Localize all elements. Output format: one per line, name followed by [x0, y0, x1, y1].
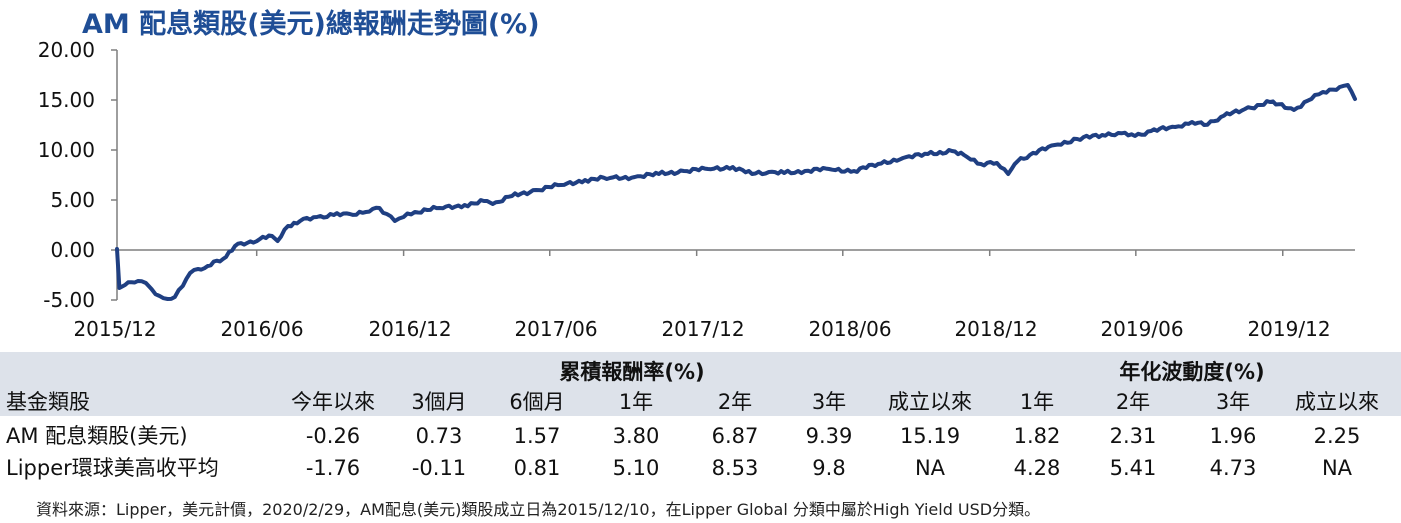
y-tick-label: 20.00	[38, 38, 95, 62]
line-chart: 20.00 15.00 10.00 5.00 0.00 -5.00 2015/12 2016…	[38, 38, 1357, 341]
chart-title: AM 配息類股(美元)總報酬走勢圖(%)	[82, 9, 540, 40]
table-cell: 3.80	[612, 424, 660, 448]
table-header-row: 基金類股 今年以來 3個月 6個月 1年 2年 3年 成立以來 1年 2年 3年 成立以來	[0, 386, 1401, 418]
table-cell: 0.81	[513, 456, 561, 480]
table-header-band	[0, 352, 1401, 416]
x-tick-label: 2016/06	[220, 317, 303, 341]
x-tick-label: 2017/06	[514, 317, 597, 341]
table-cell: 3個月	[411, 390, 467, 414]
table-cell: 6個月	[509, 390, 565, 414]
table-cell: 1年	[1019, 390, 1055, 414]
footnote: 資料來源：Lipper，美元計價，2020/2/29，AM配息(美元)類股成立日…	[36, 500, 1041, 519]
table-cell: 1年	[618, 390, 654, 414]
table-cell: 1.57	[513, 424, 561, 448]
series-layer	[115, 83, 1357, 301]
table-cell: NA	[914, 456, 946, 480]
x-axis: 2015/12 2016/06 2016/12 2017/06 2017/12 2018/…	[73, 249, 1355, 341]
x-tick-label: 2016/12	[368, 317, 451, 341]
table-cell: 9.8	[812, 456, 846, 480]
table-cell: NA	[1321, 456, 1353, 480]
volatility-group-header: 年化波動度(%)	[1119, 360, 1265, 384]
y-tick-label: 10.00	[38, 138, 95, 162]
table-cell: 6.87	[711, 424, 759, 448]
table-row: AM 配息類股(美元) -0.26 0.73 1.57 3.80 6.87 9.39 15.1…	[0, 420, 1401, 452]
table-row-label: 基金類股	[6, 390, 90, 414]
y-tick-label: 0.00	[50, 238, 95, 262]
table-cell: -0.11	[411, 456, 467, 480]
table-cell: 2.25	[1313, 424, 1361, 448]
series-line	[115, 83, 1357, 301]
table-cell: 2年	[717, 390, 753, 414]
table-cell: 4.73	[1209, 456, 1257, 480]
y-tick-label: -5.00	[43, 288, 95, 312]
y-tick-label: 15.00	[38, 88, 95, 112]
x-tick-label: 2019/06	[1100, 317, 1183, 341]
table-cell: 1.96	[1209, 424, 1257, 448]
table-cell: 15.19	[899, 424, 961, 448]
table-cell: 9.39	[805, 424, 853, 448]
x-tick-label: 2019/12	[1247, 317, 1330, 341]
table-cell: -1.76	[305, 456, 361, 480]
table-cell: 4.28	[1013, 456, 1061, 480]
table-cell: 5.10	[612, 456, 660, 480]
table-cell: 2年	[1115, 390, 1151, 414]
table-cell: 1.82	[1013, 424, 1061, 448]
cumulative-return-group-header: 累積報酬率(%)	[559, 360, 705, 384]
y-axis: 20.00 15.00 10.00 5.00 0.00 -5.00	[38, 38, 118, 312]
table-cell: 0.73	[415, 424, 463, 448]
table-cell: -0.26	[305, 424, 361, 448]
table-cell: 3年	[1215, 390, 1251, 414]
x-tick-label: 2017/12	[661, 317, 744, 341]
table-cell: 2.31	[1109, 424, 1157, 448]
table-row-label: Lipper環球美高收平均	[6, 456, 219, 480]
table-cell: 3年	[811, 390, 847, 414]
table-cell: 8.53	[711, 456, 759, 480]
x-tick-label: 2015/12	[73, 317, 156, 341]
table-row-label: AM 配息類股(美元)	[6, 424, 188, 448]
table-cell: 5.41	[1109, 456, 1157, 480]
table-cell: 今年以來	[291, 390, 375, 414]
table-row: Lipper環球美高收平均 -1.76 -0.11 0.81 5.10 8.53 9.8 NA…	[0, 452, 1401, 484]
x-tick-label: 2018/12	[954, 317, 1037, 341]
table-cell: 成立以來	[888, 390, 972, 414]
y-tick-label: 5.00	[50, 188, 95, 212]
x-tick-label: 2018/06	[808, 317, 891, 341]
table-cell: 成立以來	[1295, 390, 1379, 414]
